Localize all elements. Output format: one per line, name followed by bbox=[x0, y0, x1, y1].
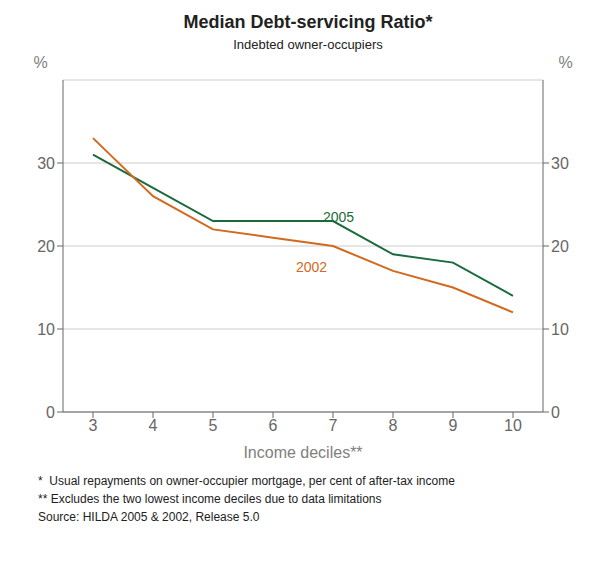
svg-text:3: 3 bbox=[89, 417, 98, 434]
html-text:** Excludes the two lowest inc: ** Excludes the two lowest income decile… bbox=[38, 492, 382, 506]
svg-text:0: 0 bbox=[46, 404, 55, 421]
svg-text:Income deciles**: Income deciles** bbox=[243, 444, 362, 461]
svg-text:30: 30 bbox=[37, 155, 55, 172]
svg-text:5: 5 bbox=[209, 417, 218, 434]
svg-text:0: 0 bbox=[551, 404, 560, 421]
svg-text:9: 9 bbox=[449, 417, 458, 434]
svg-text:4: 4 bbox=[149, 417, 158, 434]
svg-text:10: 10 bbox=[37, 321, 55, 338]
html-text:Source: HILDA 2005 & 2002, Rel: Source: HILDA 2005 & 2002, Release 5.0 bbox=[38, 510, 260, 524]
svg-text:8: 8 bbox=[389, 417, 398, 434]
svg-text:20: 20 bbox=[551, 238, 569, 255]
svg-text:30: 30 bbox=[551, 155, 569, 172]
svg-text:2002: 2002 bbox=[296, 259, 327, 275]
svg-text:20: 20 bbox=[37, 238, 55, 255]
html-text:* Usual repayments on owner-oc: * Usual repayments on owner-occupier mor… bbox=[38, 474, 455, 488]
svg-text:6: 6 bbox=[269, 417, 278, 434]
svg-text:%: % bbox=[33, 54, 47, 71]
html-text:Median Debt-servicing Ratio*: Median Debt-servicing Ratio* bbox=[183, 12, 433, 32]
html-text:Indebted owner-occupiers: Indebted owner-occupiers bbox=[233, 37, 383, 52]
svg-text:2005: 2005 bbox=[323, 209, 354, 225]
svg-text:7: 7 bbox=[329, 417, 338, 434]
svg-text:10: 10 bbox=[551, 321, 569, 338]
svg-text:%: % bbox=[558, 54, 572, 71]
svg-text:10: 10 bbox=[504, 417, 522, 434]
